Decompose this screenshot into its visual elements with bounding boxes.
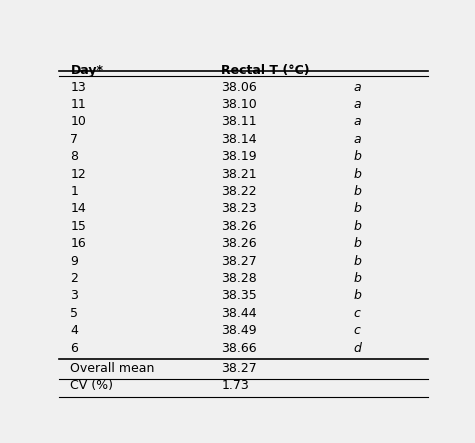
Text: 1: 1 bbox=[70, 185, 78, 198]
Text: 38.19: 38.19 bbox=[221, 150, 257, 163]
Text: Rectal T (°C): Rectal T (°C) bbox=[221, 64, 310, 77]
Text: d: d bbox=[354, 342, 362, 354]
Text: 6: 6 bbox=[70, 342, 78, 354]
Text: 38.44: 38.44 bbox=[221, 307, 257, 320]
Text: 12: 12 bbox=[70, 167, 86, 181]
Text: Overall mean: Overall mean bbox=[70, 361, 155, 375]
Text: 38.06: 38.06 bbox=[221, 81, 257, 93]
Text: 4: 4 bbox=[70, 324, 78, 337]
Text: c: c bbox=[354, 307, 361, 320]
Text: 38.22: 38.22 bbox=[221, 185, 257, 198]
Text: CV (%): CV (%) bbox=[70, 379, 114, 392]
Text: 15: 15 bbox=[70, 220, 86, 233]
Text: b: b bbox=[354, 272, 362, 285]
Text: b: b bbox=[354, 150, 362, 163]
Text: b: b bbox=[354, 185, 362, 198]
Text: b: b bbox=[354, 202, 362, 215]
Text: b: b bbox=[354, 167, 362, 181]
Text: a: a bbox=[354, 98, 361, 111]
Text: 9: 9 bbox=[70, 255, 78, 268]
Text: 38.10: 38.10 bbox=[221, 98, 257, 111]
Text: 14: 14 bbox=[70, 202, 86, 215]
Text: 1.73: 1.73 bbox=[221, 379, 249, 392]
Text: 2: 2 bbox=[70, 272, 78, 285]
Text: a: a bbox=[354, 81, 361, 93]
Text: c: c bbox=[354, 324, 361, 337]
Text: b: b bbox=[354, 220, 362, 233]
Text: 38.66: 38.66 bbox=[221, 342, 257, 354]
Text: 38.23: 38.23 bbox=[221, 202, 257, 215]
Text: 3: 3 bbox=[70, 289, 78, 303]
Text: 38.28: 38.28 bbox=[221, 272, 257, 285]
Text: 38.26: 38.26 bbox=[221, 220, 257, 233]
Text: 16: 16 bbox=[70, 237, 86, 250]
Text: 38.21: 38.21 bbox=[221, 167, 257, 181]
Text: 38.35: 38.35 bbox=[221, 289, 257, 303]
Text: 38.49: 38.49 bbox=[221, 324, 257, 337]
Text: 7: 7 bbox=[70, 133, 78, 146]
Text: 8: 8 bbox=[70, 150, 78, 163]
Text: 11: 11 bbox=[70, 98, 86, 111]
Text: a: a bbox=[354, 133, 361, 146]
Text: a: a bbox=[354, 115, 361, 128]
Text: Day*: Day* bbox=[70, 64, 104, 77]
Text: 5: 5 bbox=[70, 307, 78, 320]
Text: 10: 10 bbox=[70, 115, 86, 128]
Text: 38.11: 38.11 bbox=[221, 115, 257, 128]
Text: 38.27: 38.27 bbox=[221, 361, 257, 375]
Text: 13: 13 bbox=[70, 81, 86, 93]
Text: b: b bbox=[354, 237, 362, 250]
Text: b: b bbox=[354, 289, 362, 303]
Text: 38.27: 38.27 bbox=[221, 255, 257, 268]
Text: 38.14: 38.14 bbox=[221, 133, 257, 146]
Text: b: b bbox=[354, 255, 362, 268]
Text: 38.26: 38.26 bbox=[221, 237, 257, 250]
